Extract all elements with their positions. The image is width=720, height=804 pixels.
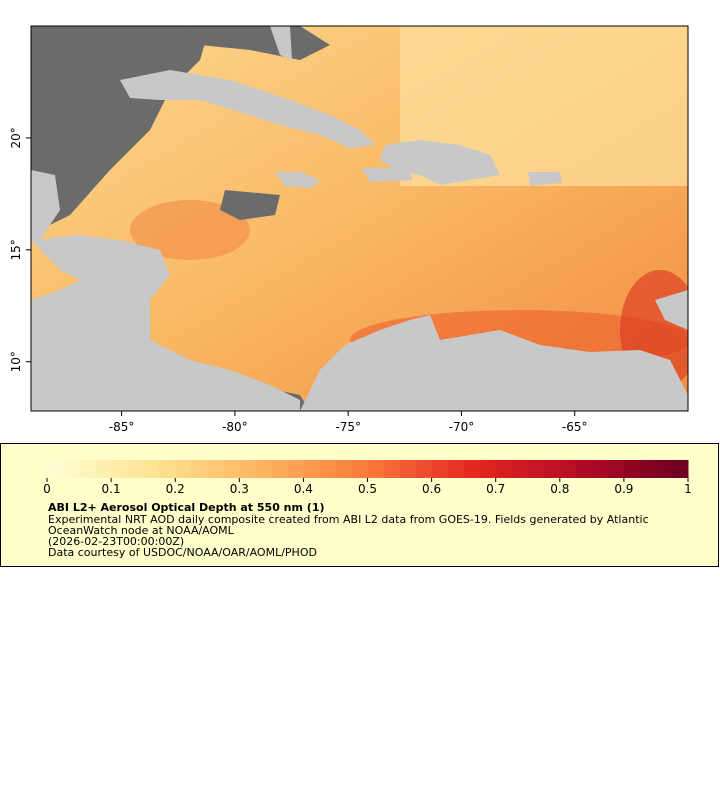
colorbar-swatch [335, 460, 352, 478]
x-tick-label: -65° [562, 420, 588, 434]
colorbar-swatch [399, 460, 417, 478]
colorbar-swatch [495, 460, 513, 478]
colorbar-swatch [271, 460, 288, 478]
colorbar-swatch [319, 460, 336, 478]
colorbar-swatch [463, 460, 481, 478]
colorbar-swatch [239, 460, 256, 478]
colorbar-swatch [223, 460, 240, 478]
colorbar-swatch [415, 460, 433, 478]
y-tick-label: 10° [9, 351, 23, 372]
legend-line: OceanWatch node at NOAA/AOML [48, 524, 235, 537]
colorbar-swatch [111, 460, 128, 478]
x-tick-label: -85° [109, 420, 135, 434]
colorbar-tick-label: 0.6 [422, 482, 441, 496]
colorbar-tick-label: 0.9 [614, 482, 633, 496]
legend-title: ABI L2+ Aerosol Optical Depth at 550 nm … [48, 501, 325, 514]
colorbar-swatch [95, 460, 112, 478]
map-image [31, 26, 688, 411]
x-tick-label: -80° [222, 420, 248, 434]
colorbar-swatch [479, 460, 497, 478]
colorbar-tick-label: 0.5 [358, 482, 377, 496]
colorbar-swatch [159, 460, 176, 478]
colorbar-swatch [591, 460, 609, 478]
colorbar-swatch [191, 460, 208, 478]
colorbar-swatch [559, 460, 577, 478]
y-tick-label: 20° [9, 127, 23, 148]
colorbar-swatch [447, 460, 465, 478]
colorbar-swatch [575, 460, 593, 478]
colorbar-swatch [623, 460, 641, 478]
map-frame [30, 25, 689, 412]
x-tick-label: -70° [449, 420, 475, 434]
colorbar-swatch [655, 460, 673, 478]
colorbar-swatch [511, 460, 529, 478]
colorbar-swatch [543, 460, 561, 478]
colorbar-swatch [287, 460, 304, 478]
legend-line: Data courtesy of USDOC/NOAA/OAR/AOML/PHO… [48, 546, 317, 559]
colorbar-swatch [527, 460, 545, 478]
colorbar-swatch [303, 460, 320, 478]
colorbar-tick-label: 0.4 [294, 482, 313, 496]
colorbar-tick-label: 1 [684, 482, 692, 496]
legend-line: Experimental NRT AOD daily composite cre… [48, 513, 649, 526]
colorbar-swatch [639, 460, 657, 478]
colorbar-swatch [207, 460, 224, 478]
colorbar-swatch [607, 460, 625, 478]
colorbar-swatch [671, 460, 689, 478]
colorbar-swatch [351, 460, 368, 478]
legend-line: (2026-02-23T00:00:00Z) [48, 535, 184, 548]
colorbar-tick-label: 0.7 [486, 482, 505, 496]
colorbar-tick-label: 0.8 [550, 482, 569, 496]
colorbar-swatch [367, 460, 385, 478]
colorbar-swatch [47, 460, 64, 478]
colorbar-swatch [255, 460, 272, 478]
colorbar-swatch [63, 460, 80, 478]
colorbar-swatch [127, 460, 144, 478]
colorbar-swatch [143, 460, 160, 478]
colorbar-swatch [79, 460, 96, 478]
y-tick-label: 15° [9, 239, 23, 260]
colorbar-tick-label: 0.1 [102, 482, 121, 496]
x-tick-label: -75° [335, 420, 361, 434]
colorbar-tick-label: 0.2 [166, 482, 185, 496]
colorbar-swatch [383, 460, 401, 478]
colorbar-swatch [431, 460, 449, 478]
colorbar-tick-label: 0 [43, 482, 51, 496]
colorbar-swatch [175, 460, 192, 478]
colorbar-tick-label: 0.3 [230, 482, 249, 496]
